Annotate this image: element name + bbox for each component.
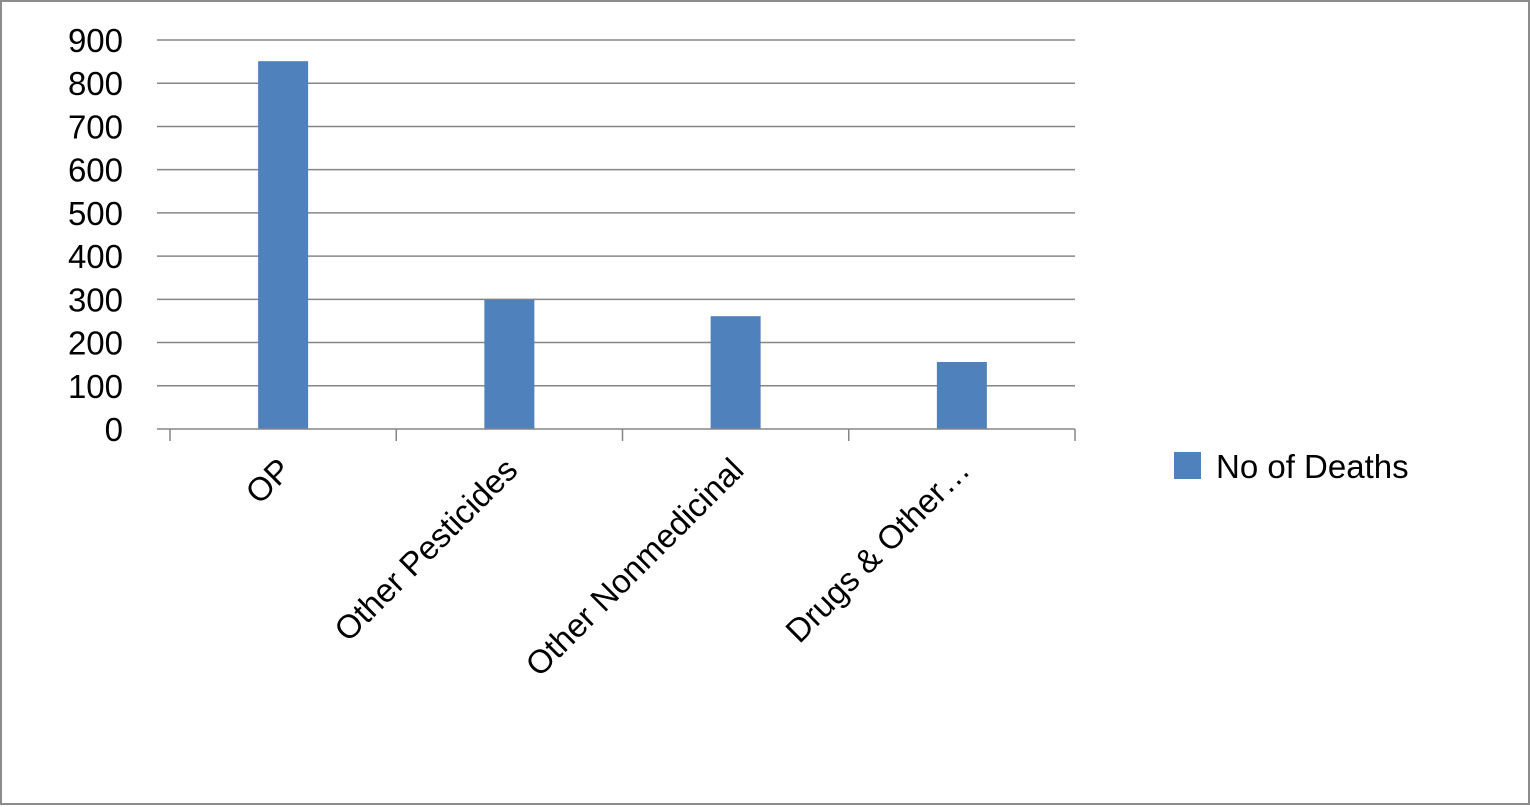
- x-tick-label: Drugs & Other…: [778, 451, 977, 650]
- y-tick-label: 900: [68, 22, 123, 59]
- gridlines: [157, 39, 1075, 387]
- bar: [710, 316, 761, 429]
- x-tick-label: Other Pesticides: [327, 451, 524, 648]
- y-axis-tick-labels: 0 100 200 300 400 500 600 700 800 900: [68, 22, 123, 448]
- x-tick-label: Other Nonmedicinal: [518, 451, 750, 683]
- y-tick-label: 500: [68, 195, 123, 232]
- axes: [157, 428, 1076, 441]
- y-tick-label: 300: [68, 281, 123, 318]
- bar: [258, 61, 309, 429]
- y-tick-label: 800: [68, 65, 123, 102]
- y-tick-label: 700: [68, 108, 123, 145]
- y-tick-label: 400: [68, 238, 123, 275]
- bar: [484, 299, 535, 429]
- y-tick-label: 100: [68, 368, 123, 405]
- bar: [936, 362, 987, 429]
- x-tick-label: OP: [238, 451, 298, 511]
- legend: No of Deaths: [1174, 448, 1409, 485]
- bars: [258, 61, 987, 429]
- y-tick-label: 200: [68, 325, 123, 362]
- legend-label: No of Deaths: [1216, 448, 1409, 485]
- y-tick-label: 0: [105, 411, 123, 448]
- y-tick-label: 600: [68, 152, 123, 189]
- legend-swatch: [1174, 452, 1201, 479]
